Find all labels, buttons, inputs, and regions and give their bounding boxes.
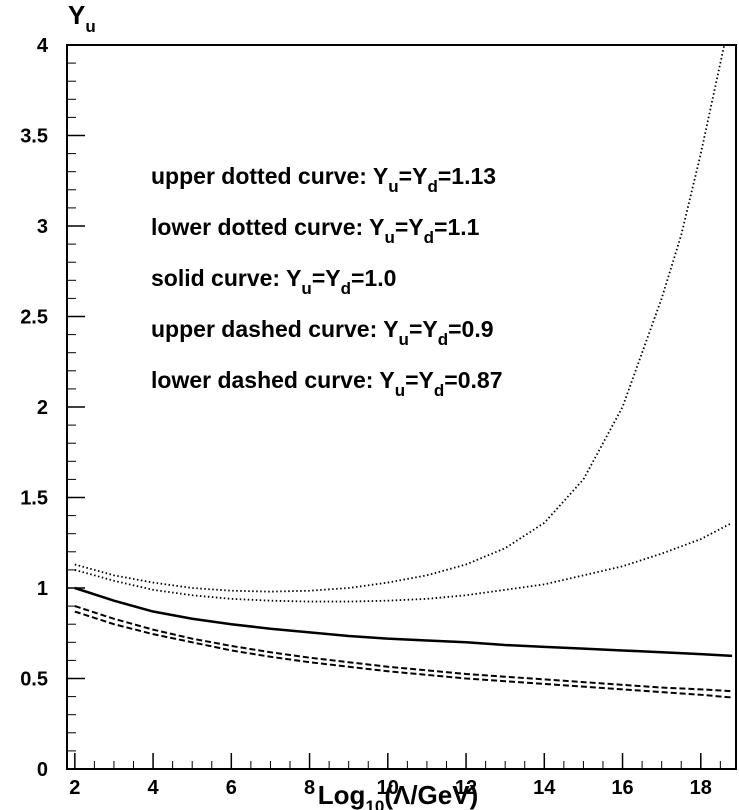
series-group bbox=[74, 45, 733, 699]
x-tick-label: 10 bbox=[377, 777, 399, 799]
series-line-dashed-3 bbox=[74, 605, 733, 693]
x-tick-label: 4 bbox=[148, 777, 160, 799]
curve-legend-annotations: upper dotted curve: Yu=Yd=1.13 lower dott… bbox=[151, 163, 503, 400]
y-tick-label: 1.5 bbox=[20, 488, 48, 510]
curve-annotation: upper dotted curve: Yu=Yd=1.13 bbox=[151, 163, 496, 196]
x-tick-label: 8 bbox=[304, 777, 315, 799]
curve-annotation: upper dashed curve: Yu=Yd=0.9 bbox=[151, 316, 494, 349]
x-tick-label: 6 bbox=[226, 777, 237, 799]
y-tick-label: 2.5 bbox=[20, 307, 48, 329]
x-tick-label: 12 bbox=[455, 777, 477, 799]
x-tick-label: 16 bbox=[611, 777, 633, 799]
curve-annotation: solid curve: Yu=Yd=1.0 bbox=[151, 265, 396, 298]
x-tick-label: 14 bbox=[533, 777, 556, 799]
axis-ticks: 2 4 6 8 10 12 14 16 18 0 0.5 1 1.5 2 2.5 3 3.5 4 bbox=[20, 35, 721, 799]
y-axis-title: Yu bbox=[68, 0, 96, 36]
series-line-solid-2 bbox=[74, 586, 733, 658]
y-tick-label: 1 bbox=[37, 578, 48, 600]
x-tick-label: 2 bbox=[69, 777, 80, 799]
y-tick-label: 3.5 bbox=[20, 126, 48, 148]
curve-annotation: lower dotted curve: Yu=Yd=1.1 bbox=[151, 214, 480, 247]
y-tick-label: 4 bbox=[37, 35, 49, 57]
series-line-dotted-1 bbox=[74, 522, 733, 603]
curve-annotation: lower dashed curve: Yu=Yd=0.87 bbox=[151, 367, 503, 400]
series-line-dashed-4 bbox=[74, 610, 733, 699]
y-tick-label: 3 bbox=[37, 216, 48, 238]
y-tick-label: 0.5 bbox=[20, 669, 48, 691]
plot-frame bbox=[66, 44, 737, 770]
y-tick-label: 2 bbox=[37, 397, 48, 419]
x-axis-title: Log10(Λ/GeV) bbox=[318, 780, 479, 810]
y-tick-label: 0 bbox=[37, 759, 48, 781]
x-tick-label: 18 bbox=[690, 777, 712, 799]
